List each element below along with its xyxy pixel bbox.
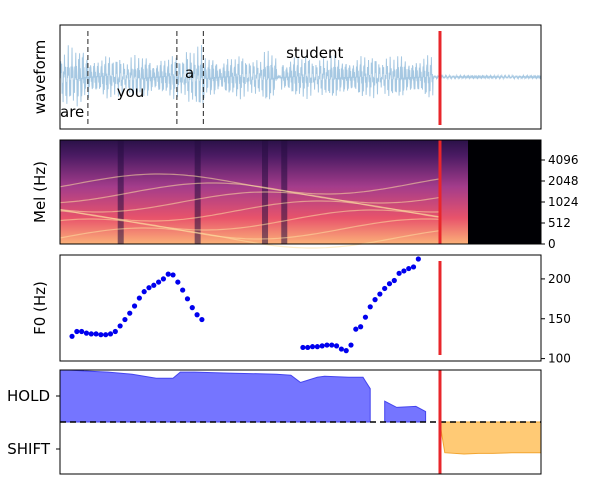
waveform-ylabel: waveform bbox=[31, 40, 49, 115]
turn-yticks: HOLD SHIFT bbox=[7, 387, 60, 458]
f0-point bbox=[353, 326, 359, 332]
word-label-0: are bbox=[60, 103, 84, 121]
f0-point bbox=[107, 331, 114, 337]
shift-area-0 bbox=[439, 421, 542, 455]
f0-tick-label-0: 100 bbox=[548, 352, 571, 366]
f0-point bbox=[343, 348, 349, 354]
f0-point bbox=[300, 344, 306, 351]
word-boundaries bbox=[87, 31, 204, 127]
f0-point bbox=[184, 296, 191, 302]
word-labels: are you a student bbox=[60, 44, 344, 121]
f0-point bbox=[165, 271, 171, 277]
f0-point bbox=[141, 289, 147, 295]
f0-point bbox=[127, 310, 133, 316]
f0-frame bbox=[59, 254, 542, 362]
word-label-2: a bbox=[185, 64, 194, 82]
f0-point bbox=[112, 328, 118, 335]
f0-point bbox=[406, 265, 412, 272]
f0-point bbox=[386, 281, 393, 287]
f0-point bbox=[194, 312, 200, 318]
f0-point bbox=[160, 276, 167, 282]
mel-harmonic-0 bbox=[59, 227, 441, 249]
f0-point bbox=[329, 342, 335, 348]
f0-point bbox=[333, 343, 340, 349]
f0-point bbox=[401, 268, 407, 274]
mel-gap-0 bbox=[117, 140, 124, 244]
f0-tick-label-1: 150 bbox=[548, 312, 571, 326]
f0-point bbox=[74, 328, 80, 335]
turn-tick-label-1: SHIFT bbox=[7, 440, 51, 458]
word-label-3: student bbox=[286, 44, 343, 62]
f0-point bbox=[305, 344, 311, 351]
f0-point bbox=[324, 342, 330, 348]
f0-point bbox=[156, 279, 162, 285]
f0-point bbox=[117, 323, 123, 329]
mel-gap-1 bbox=[194, 140, 201, 244]
f0-point bbox=[362, 314, 369, 320]
waveform-line bbox=[59, 44, 542, 107]
mel-tick-label-0: 0 bbox=[548, 237, 556, 251]
f0-point bbox=[415, 256, 421, 262]
f0-point bbox=[103, 332, 109, 338]
f0-point bbox=[319, 343, 325, 349]
f0-point bbox=[175, 279, 181, 285]
f0-panel: 100 150 200 F0 (Hz) bbox=[31, 254, 571, 366]
f0-point bbox=[180, 287, 186, 293]
f0-point bbox=[88, 331, 94, 337]
f0-point bbox=[98, 332, 104, 338]
mel-spectrogram bbox=[59, 140, 468, 249]
f0-ylabel: F0 (Hz) bbox=[31, 281, 49, 335]
f0-plot-area bbox=[60, 255, 541, 361]
f0-point bbox=[367, 304, 373, 310]
mel-frame bbox=[59, 139, 542, 245]
mel-ylabel: Mel (Hz) bbox=[31, 161, 49, 223]
mel-tick-label-4: 4096 bbox=[548, 153, 579, 167]
f0-point bbox=[93, 331, 99, 337]
mel-tick-label-1: 512 bbox=[548, 216, 571, 230]
f0-point bbox=[358, 324, 364, 330]
f0-point bbox=[382, 285, 388, 292]
waveform-frame bbox=[59, 24, 542, 130]
f0-point bbox=[377, 291, 383, 297]
waveform-trace bbox=[59, 44, 542, 107]
turn-tick-label-0: HOLD bbox=[7, 387, 50, 405]
f0-point bbox=[410, 264, 417, 270]
f0-yticks: 100 150 200 bbox=[541, 272, 571, 366]
mel-tick-label-3: 2048 bbox=[548, 174, 579, 188]
f0-point bbox=[131, 303, 138, 309]
f0-point bbox=[309, 344, 316, 350]
mel-yticks: 0 512 1024 2048 4096 bbox=[541, 153, 579, 251]
f0-point bbox=[83, 330, 90, 336]
f0-point bbox=[391, 277, 397, 284]
f0-point bbox=[396, 270, 402, 276]
mel-tick-label-2: 1024 bbox=[548, 195, 579, 209]
f0-point bbox=[189, 305, 195, 311]
f0-point bbox=[199, 316, 205, 323]
f0-point bbox=[79, 328, 85, 335]
mel-harmonic-6 bbox=[59, 173, 441, 195]
turn-probability-areas bbox=[59, 369, 542, 455]
turn-frame bbox=[59, 369, 542, 475]
f0-point bbox=[69, 333, 75, 339]
turn-panel: HOLD SHIFT bbox=[7, 369, 542, 475]
f0-tick-label-2: 200 bbox=[548, 272, 571, 286]
f0-point bbox=[348, 342, 354, 348]
f0-point bbox=[314, 344, 320, 350]
f0-point bbox=[146, 285, 152, 291]
mel-harmonic-2 bbox=[59, 209, 441, 231]
f0-point bbox=[151, 282, 157, 288]
hold-area-0 bbox=[59, 369, 371, 423]
waveform-panel: are you a student waveform bbox=[31, 24, 542, 130]
f0-points bbox=[69, 256, 421, 354]
mel-harmonic-4 bbox=[59, 191, 441, 213]
f0-point bbox=[170, 272, 176, 278]
mel-panel: 0 512 1024 2048 4096 Mel (Hz) bbox=[31, 139, 579, 251]
f0-point bbox=[338, 346, 344, 352]
f0-point bbox=[136, 295, 142, 301]
word-label-1: you bbox=[117, 83, 145, 101]
f0-point bbox=[372, 297, 378, 303]
f0-point bbox=[122, 316, 128, 323]
